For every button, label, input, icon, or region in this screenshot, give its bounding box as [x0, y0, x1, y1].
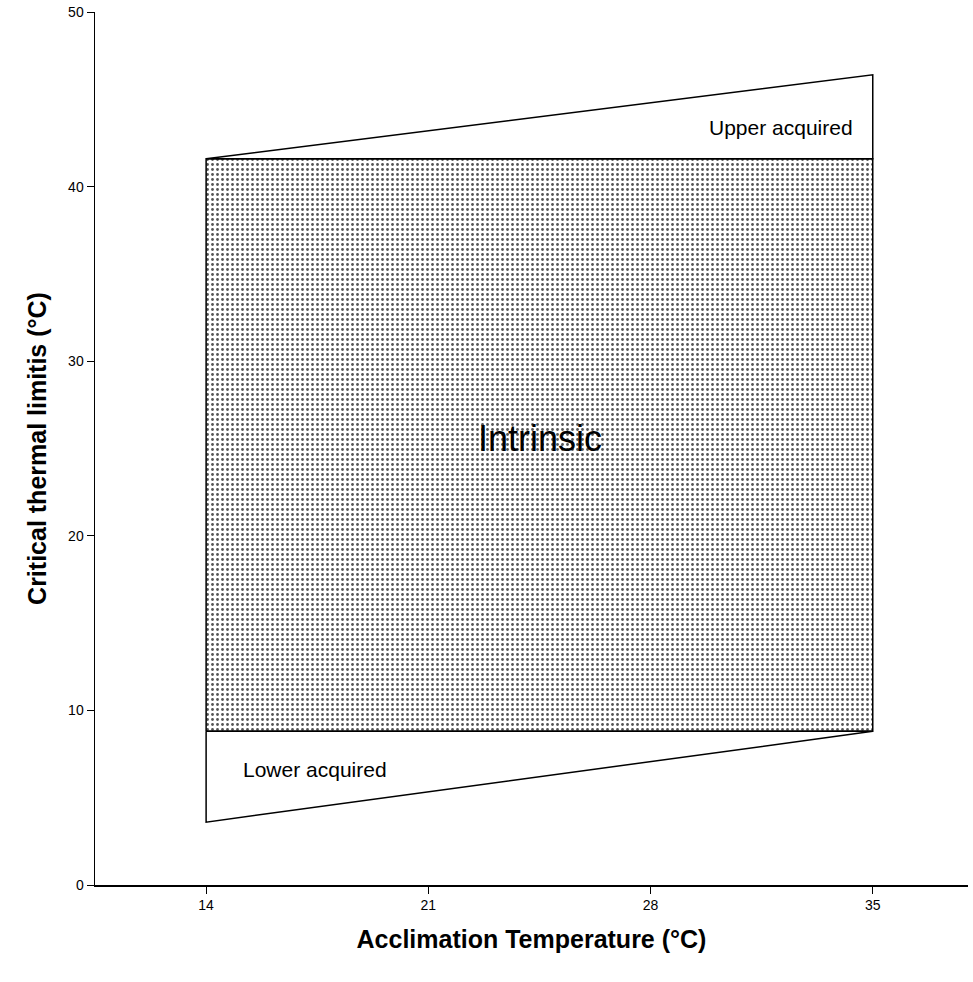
svg-text:Critical thermal limitis (°C): Critical thermal limitis (°C) [23, 292, 51, 605]
svg-text:Acclimation Temperature (°C): Acclimation Temperature (°C) [357, 925, 707, 953]
svg-text:50: 50 [68, 4, 84, 20]
svg-text:21: 21 [421, 897, 437, 913]
svg-text:Intrinsic: Intrinsic [478, 418, 602, 459]
svg-text:20: 20 [68, 528, 84, 544]
svg-text:28: 28 [643, 897, 659, 913]
svg-text:14: 14 [198, 897, 214, 913]
svg-text:0: 0 [76, 877, 84, 893]
svg-text:40: 40 [68, 179, 84, 195]
svg-text:10: 10 [68, 702, 84, 718]
svg-text:35: 35 [865, 897, 881, 913]
svg-text:Lower acquired: Lower acquired [243, 758, 387, 781]
svg-text:Upper acquired: Upper acquired [709, 116, 853, 139]
svg-text:30: 30 [68, 353, 84, 369]
